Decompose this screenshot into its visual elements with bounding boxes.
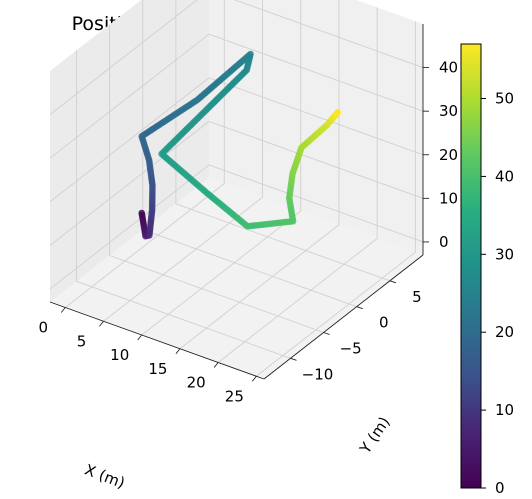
trajectory-points [138,50,341,240]
x-tick-mark [175,348,181,355]
floor-pane [50,178,423,379]
x-tick-mark [60,307,66,313]
colorbar-ticks: 0 10 20 30 40 50 [481,90,514,497]
z-grid-back [208,120,424,199]
z-grid-back [208,33,424,112]
z-grid-back [208,77,424,156]
tick-labels: 0 5 10 15 20 25 −10 −5 0 5 0 10 20 30 40 [39,59,459,406]
x-tick-label: 25 [225,387,244,405]
x-tick-mark [252,375,257,382]
z-grid-back [233,0,424,69]
colorbar-tick-label: 20 [495,323,514,341]
x-axis-line [49,301,265,380]
y-axis-label: Y (m) [356,413,394,457]
y-tick-mark [356,306,363,310]
colorbar-tick-label: 30 [495,245,514,263]
tick-marks [60,67,429,382]
trajectory-point [334,109,341,116]
y-tick-label: −10 [302,365,334,383]
left-pane [50,0,209,302]
z-grid-left [49,77,210,203]
z-grid-left [49,164,210,290]
z-tick-label: 40 [439,59,458,77]
x-tick-mark [137,334,143,341]
y-tick-label: 5 [412,288,422,306]
colorbar-tick-label: 50 [495,90,514,108]
colorbar-tick-label: 40 [495,167,514,185]
plot-3d-axes: 0 5 10 15 20 25 −10 −5 0 5 0 10 20 30 40 [39,0,459,406]
z-tick-label: 10 [439,189,458,207]
colorbar: 0 10 20 30 40 50 [460,43,514,497]
y-tick-mark [389,280,397,284]
z-grid-left [49,120,210,246]
x-tick-mark [213,362,219,368]
x-tick-label: 20 [187,374,206,392]
z-tick-label: 20 [439,146,458,164]
colorbar-tick-label: 10 [495,401,514,419]
x-tick-mark [99,320,104,327]
z-grid-left [49,0,198,115]
x-tick-label: 10 [110,346,129,364]
x-tick-label: 15 [148,360,167,378]
y-grid-floor [109,255,324,333]
y-tick-label: 0 [379,314,389,332]
z-tick-label: 0 [439,233,449,251]
colorbar-tick-label: 0 [495,479,505,497]
z-grid-back [208,164,424,243]
y-tick-mark [323,332,330,335]
y-grid-floor [175,203,391,282]
x-tick-label: 5 [77,332,87,350]
y-grid-floor [76,280,291,359]
x-tick-label: 0 [39,319,49,337]
y-tick-mark [290,357,297,361]
z-grid-left [49,33,210,159]
x-axis-label: X (m) [82,461,127,493]
y-tick-label: −5 [340,340,362,358]
z-tick-label: 30 [439,102,458,120]
colorbar-gradient [460,43,482,489]
y-grid-floor [142,229,357,308]
